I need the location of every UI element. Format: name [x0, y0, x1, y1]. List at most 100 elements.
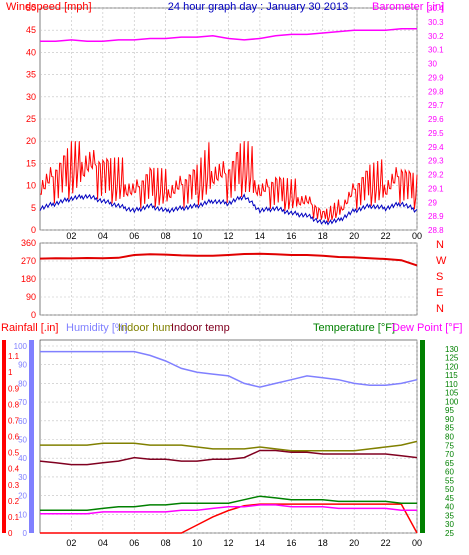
barometer-tick: 29.1 [428, 184, 444, 193]
x-tick-label: 02 [66, 538, 76, 548]
wind-average-line [39, 193, 418, 226]
barometer-line [40, 28, 417, 43]
climate-panel: 00.10.20.30.40.50.60.70.80.911.1 0102030… [1, 322, 462, 548]
temp-tick: 65 [445, 459, 454, 468]
legend-indoor-temp: Indoor temp [171, 322, 230, 334]
windspeed-tick: 40 [26, 47, 36, 57]
windspeed-tick: 45 [26, 25, 36, 35]
rain-tick: 1.1 [8, 352, 20, 361]
direction-tick: 270 [21, 256, 36, 266]
x-tick-label: 14 [255, 231, 265, 241]
x-tick-label: 16 [286, 231, 296, 241]
humidity-line [40, 350, 418, 388]
temp-tick: 40 [445, 503, 454, 512]
legend-indoor-hum: Indoor hum [118, 322, 174, 334]
humidity-tick: 30 [18, 473, 27, 482]
temp-tick: 25 [445, 529, 454, 538]
compass-label: W [436, 255, 447, 267]
windspeed-line [39, 141, 418, 223]
x-tick-label: 10 [192, 231, 202, 241]
humidity-axis-bar [29, 340, 34, 533]
temp-tick: 35 [445, 511, 454, 520]
barometer-tick: 28.9 [428, 212, 444, 221]
direction-tick: 180 [21, 274, 36, 284]
windspeed-tick: 50 [26, 3, 36, 13]
wind-grid [40, 7, 418, 231]
temp-tick: 75 [445, 441, 454, 450]
compass-label: S [436, 271, 443, 283]
windspeed-tick: 25 [26, 114, 36, 124]
x-tick-label: 18 [318, 538, 328, 548]
rain-tick: 1 [8, 368, 13, 377]
wind-y-ticks: 0 5 10 15 20 25 30 35 40 45 50 [26, 3, 36, 235]
climate-grid [40, 340, 418, 534]
rain-tick: 0.2 [8, 497, 20, 506]
temp-tick: 125 [445, 354, 459, 363]
direction-tick: 360 [21, 238, 36, 248]
wind-direction-line [39, 252, 418, 267]
windspeed-axis-label: Windspeed [mph] [6, 1, 92, 13]
x-tick-label: 06 [129, 231, 139, 241]
barometer-axis-label: Barometer [.in] [372, 1, 444, 13]
temp-tick: 55 [445, 476, 454, 485]
barometer-tick: 30.1 [428, 46, 444, 55]
barometer-tick: 30 [428, 60, 437, 69]
humidity-tick: 80 [18, 379, 27, 388]
rain-tick: 0.4 [8, 465, 20, 474]
x-tick-label: 04 [98, 231, 108, 241]
x-tick-label: 22 [381, 538, 391, 548]
direction-series [39, 252, 418, 267]
rain-tick: 0.8 [8, 400, 20, 409]
direction-tick: 0 [31, 310, 36, 320]
temp-tick: 120 [445, 362, 459, 371]
windspeed-tick: 5 [31, 203, 36, 213]
barometer-tick: 29.8 [428, 87, 444, 96]
temp-tick: 80 [445, 433, 454, 442]
x-tick-label: 04 [98, 538, 108, 548]
compass-label: N [436, 239, 444, 251]
temp-tick: 105 [445, 389, 459, 398]
legend-rainfall: Rainfall [.in] [1, 322, 58, 334]
barometer-tick: 28.8 [428, 226, 444, 235]
x-tick-label: 08 [161, 538, 171, 548]
direction-grid [40, 242, 418, 316]
barometer-tick: 29.4 [428, 143, 444, 152]
x-tick-label: 22 [381, 231, 391, 241]
x-tick-label: 06 [129, 538, 139, 548]
x-tick-label: 20 [349, 231, 359, 241]
temp-tick: 85 [445, 424, 454, 433]
x-tick-label: 10 [192, 538, 202, 548]
temperature-line [40, 495, 417, 511]
wind-x-ticks: 02 04 06 08 10 12 14 16 18 20 22 00 [66, 231, 422, 241]
barometer-tick: 29 [428, 198, 437, 207]
barometer-tick: 30.3 [428, 18, 444, 27]
indoor-hum-line [40, 440, 418, 452]
compass-label: N [436, 303, 444, 315]
legend-dew-point: Dew Point [°F] [392, 322, 462, 334]
compass-label: E [436, 287, 443, 299]
barometer-tick: 30.4 [428, 4, 444, 13]
barometer-tick: 30.2 [428, 32, 444, 41]
windspeed-tick: 15 [26, 158, 36, 168]
windspeed-tick: 30 [26, 92, 36, 102]
rain-tick: 0.5 [8, 449, 20, 458]
humidity-tick: 100 [14, 342, 28, 351]
windspeed-tick: 10 [26, 181, 36, 191]
temp-tick: 115 [445, 371, 458, 380]
temp-tick: 50 [445, 485, 454, 494]
dew-point-line [40, 504, 417, 515]
temp-y-ticks: 2530354045505560657075808590951001051101… [445, 345, 459, 538]
temp-tick: 100 [445, 397, 459, 406]
x-tick-label: 18 [318, 231, 328, 241]
temp-tick: 45 [445, 494, 454, 503]
barometer-tick: 29.9 [428, 73, 444, 82]
humidity-tick: 10 [18, 510, 27, 519]
rain-tick: 0 [8, 529, 13, 538]
rain-tick: 0.9 [8, 384, 20, 393]
temp-tick: 30 [445, 520, 454, 529]
temp-tick: 130 [445, 345, 459, 354]
humidity-tick: 0 [23, 529, 28, 538]
